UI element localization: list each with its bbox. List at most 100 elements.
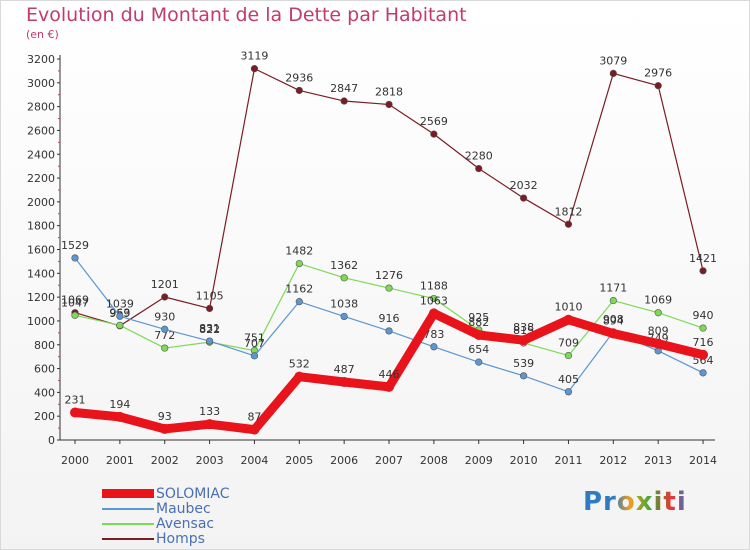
data-point-solomiac (518, 335, 529, 346)
data-label-maubec: 1162 (285, 283, 313, 296)
data-label-solomiac: 882 (468, 316, 489, 329)
data-label-homps: 2976 (644, 67, 672, 80)
data-point-solomiac (70, 407, 80, 418)
x-tick-label: 2003 (196, 454, 224, 467)
chart-title: Evolution du Montant de la Dette par Hab… (26, 4, 467, 26)
data-label-solomiac: 133 (199, 405, 220, 418)
data-point-maubec (250, 352, 259, 360)
data-label-homps: 2936 (285, 71, 313, 84)
legend: SOLOMIAC Maubec Avensac Homps (102, 485, 230, 547)
data-label-maubec: 783 (423, 328, 444, 341)
data-label-solomiac: 487 (334, 363, 355, 376)
data-label-maubec: 539 (513, 357, 534, 370)
legend-swatch-homps (102, 537, 154, 540)
legend-swatch-solomiac (102, 489, 154, 498)
y-tick-label: 800 (34, 339, 55, 352)
x-tick-label: 2006 (330, 454, 358, 467)
data-label-solomiac: 716 (693, 336, 714, 349)
x-tick-label: 2004 (240, 454, 268, 467)
data-point-maubec (205, 337, 214, 345)
data-point-solomiac (159, 423, 170, 434)
legend-label-solomiac: SOLOMIAC (156, 485, 230, 502)
data-point-homps (430, 130, 438, 138)
data-label-avensac: 751 (244, 332, 265, 345)
data-point-solomiac (653, 338, 664, 349)
data-label-maubec: 707 (244, 337, 265, 350)
data-label-homps: 2847 (330, 82, 358, 95)
x-tick-label: 2005 (285, 454, 313, 467)
data-label-solomiac: 231 (65, 393, 86, 406)
y-tick-label: 1800 (27, 220, 55, 233)
data-point-avensac (430, 294, 438, 303)
y-tick-label: 0 (48, 434, 55, 447)
x-tick-label: 2013 (644, 454, 672, 467)
y-tick-label: 200 (34, 410, 55, 423)
data-label-homps: 2032 (510, 179, 538, 192)
legend-item-homps: Homps (102, 530, 230, 547)
legend-swatch-avensac (102, 522, 154, 525)
legend-label-homps: Homps (156, 530, 205, 547)
data-point-avensac (699, 324, 707, 332)
data-point-solomiac (563, 314, 574, 325)
data-label-avensac: 1069 (644, 294, 672, 307)
data-point-maubec (699, 369, 707, 377)
data-point-maubec (340, 312, 348, 321)
data-label-avensac: 1362 (330, 259, 358, 272)
data-point-homps (340, 97, 348, 105)
data-point-homps (519, 194, 528, 202)
data-label-solomiac: 894 (603, 315, 624, 328)
x-tick-label: 2010 (510, 454, 538, 467)
data-point-maubec (564, 388, 573, 396)
data-label-avensac: 1047 (61, 296, 89, 309)
x-tick-label: 2008 (420, 454, 448, 467)
data-point-solomiac (473, 329, 484, 340)
y-tick-label: 3000 (27, 77, 55, 90)
legend-item-avensac: Avensac (102, 515, 230, 532)
legend-label-avensac: Avensac (156, 515, 215, 532)
data-point-solomiac (384, 381, 395, 392)
data-label-homps: 2818 (375, 85, 403, 98)
data-point-maubec (161, 325, 169, 333)
data-point-homps (295, 86, 303, 95)
y-tick-label: 2600 (27, 124, 55, 137)
x-tick-label: 2012 (599, 454, 627, 467)
y-tick-label: 1000 (27, 315, 55, 328)
data-label-homps: 1201 (151, 278, 179, 291)
x-tick-label: 2009 (465, 454, 493, 467)
data-point-homps (385, 100, 393, 109)
data-label-avensac: 1171 (599, 282, 627, 295)
data-point-homps (475, 164, 483, 173)
data-label-maubec: 908 (603, 313, 624, 326)
data-point-solomiac (339, 377, 350, 388)
y-tick-label: 3200 (27, 53, 55, 66)
data-point-avensac (340, 274, 348, 282)
data-label-solomiac: 1010 (554, 301, 582, 314)
y-tick-label: 400 (34, 386, 55, 399)
data-label-solomiac: 93 (158, 410, 172, 423)
data-label-maubec: 930 (154, 310, 175, 323)
data-point-maubec (430, 343, 438, 351)
data-label-maubec: 1038 (330, 297, 358, 310)
data-label-avensac: 925 (468, 311, 489, 324)
data-point-homps (609, 69, 617, 78)
data-label-avensac: 822 (199, 323, 220, 336)
data-label-avensac: 772 (154, 329, 175, 342)
y-tick-label: 1400 (27, 267, 55, 280)
y-tick-label: 2200 (27, 172, 55, 185)
data-point-solomiac (608, 328, 619, 339)
x-tick-label: 2000 (61, 454, 89, 467)
y-tick-label: 2000 (27, 196, 55, 209)
data-point-solomiac (428, 308, 439, 319)
data-point-avensac (71, 311, 79, 319)
x-tick-label: 2014 (689, 454, 717, 467)
data-point-maubec (475, 358, 483, 366)
data-label-homps: 2569 (420, 115, 448, 128)
data-label-homps: 1105 (196, 289, 224, 302)
data-label-solomiac: 838 (513, 321, 534, 334)
data-label-maubec: 1529 (61, 239, 89, 252)
data-point-avensac (564, 351, 573, 360)
data-label-homps: 1069 (61, 294, 89, 307)
proxiti-logo: Proxiti (583, 487, 687, 517)
y-tick-label: 1600 (27, 244, 55, 257)
